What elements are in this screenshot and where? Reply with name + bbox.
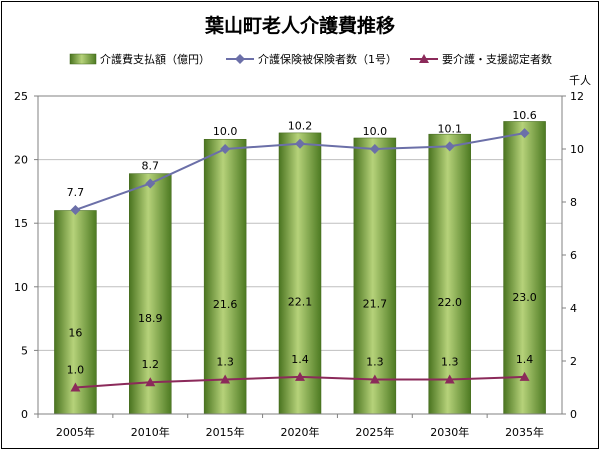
bar [54, 210, 97, 415]
x-tick-label: 2030年 [430, 425, 469, 439]
line-marker-triangle [444, 374, 455, 384]
legend-swatch-bar [69, 53, 97, 65]
y-right-tick-label: 10 [570, 143, 584, 156]
x-tick-label: 2035年 [505, 425, 544, 439]
line-value-label: 1.3 [216, 356, 234, 369]
line-marker-diamond [444, 141, 455, 152]
bar [503, 121, 546, 415]
x-tick-label: 2010年 [131, 425, 170, 439]
bar [278, 132, 322, 415]
y-left-tick-label: 5 [21, 344, 28, 357]
line-series [70, 128, 530, 392]
line-marker-diamond [519, 128, 530, 139]
line-marker-triangle [519, 371, 530, 381]
bar [129, 173, 172, 415]
y-right-unit-label: 千人 [569, 74, 591, 87]
y-right-tick-label: 6 [570, 249, 577, 262]
bar-value-label: 22.0 [437, 296, 462, 309]
line-marker-triangle [369, 374, 380, 384]
bar-value-label: 21.6 [213, 298, 238, 311]
y-right-tick-label: 4 [570, 302, 577, 315]
chart-title: 葉山町老人介護費推移 [204, 14, 395, 37]
line-value-label: 1.0 [67, 364, 85, 377]
y-left-tick-label: 15 [14, 217, 28, 230]
legend-label: 介護保険被保険者数（1号） [258, 52, 397, 66]
bar-series [54, 121, 546, 415]
line-value-label: 1.4 [291, 353, 309, 366]
legend-marker-diamond [235, 54, 245, 64]
y-left-tick-label: 0 [21, 408, 28, 421]
line-value-label: 1.3 [366, 356, 384, 369]
x-tick-label: 2015年 [206, 425, 245, 439]
bar-value-label: 18.9 [138, 312, 163, 325]
line-value-label: 1.2 [142, 358, 160, 371]
x-tick-label: 2005年 [56, 425, 95, 439]
y-right-tick-label: 0 [570, 408, 577, 421]
bar-value-label: 23.0 [512, 291, 537, 304]
legend-label: 介護費支払額（億円） [100, 52, 210, 66]
bar [428, 133, 471, 415]
bar-value-label: 16 [68, 327, 82, 340]
bar-value-label: 22.1 [288, 296, 313, 309]
y-right-tick-label: 8 [570, 196, 577, 209]
y-right-tick-label: 12 [570, 90, 584, 103]
line-marker-triangle [70, 382, 81, 392]
line-marker-diamond [145, 178, 156, 189]
legend-marker-triangle [419, 54, 429, 63]
line-marker-triangle [145, 377, 156, 387]
line-value-label: 10.0 [213, 125, 238, 138]
line-marker-diamond [295, 138, 305, 149]
bar [353, 137, 397, 415]
line-marker-diamond [70, 204, 81, 215]
line-value-label: 10.6 [512, 109, 537, 122]
bar [203, 138, 247, 415]
x-tick-label: 2020年 [281, 425, 320, 439]
line-marker-diamond [369, 144, 380, 154]
line-value-label: 10.1 [437, 122, 462, 135]
x-tick-label: 2025年 [355, 425, 394, 439]
bar-value-label: 21.7 [363, 298, 388, 311]
line-value-label: 8.7 [142, 159, 160, 172]
y-right-tick-label: 2 [570, 355, 577, 368]
line-value-label: 10.2 [288, 120, 313, 133]
axes: 0 5 10 15 20 25 0 2 4 6 8 10 12 千人 2005年 2010年 2015年 2020… [14, 74, 591, 439]
line-value-label: 1.4 [516, 353, 534, 366]
y-left-tick-label: 20 [14, 154, 28, 167]
legend-label: 要介護・支援認定者数 [442, 52, 552, 66]
line-value-label: 7.7 [67, 186, 85, 199]
data-labels: 16 18.9 21.6 22.1 21.7 22.0 23.0 7.7 8.7 10.0 10.2… [67, 109, 537, 376]
y-left-tick-label: 10 [14, 281, 28, 294]
line-value-label: 1.3 [441, 356, 459, 369]
legend: 介護費支払額（億円） 介護保険被保険者数（1号） 要介護・支援認定者数 [69, 52, 552, 66]
line-marker-triangle [220, 374, 231, 384]
line-value-label: 10.0 [363, 125, 388, 138]
line-marker-triangle [295, 371, 305, 381]
y-left-tick-label: 25 [14, 90, 28, 103]
line-marker-diamond [220, 144, 231, 154]
